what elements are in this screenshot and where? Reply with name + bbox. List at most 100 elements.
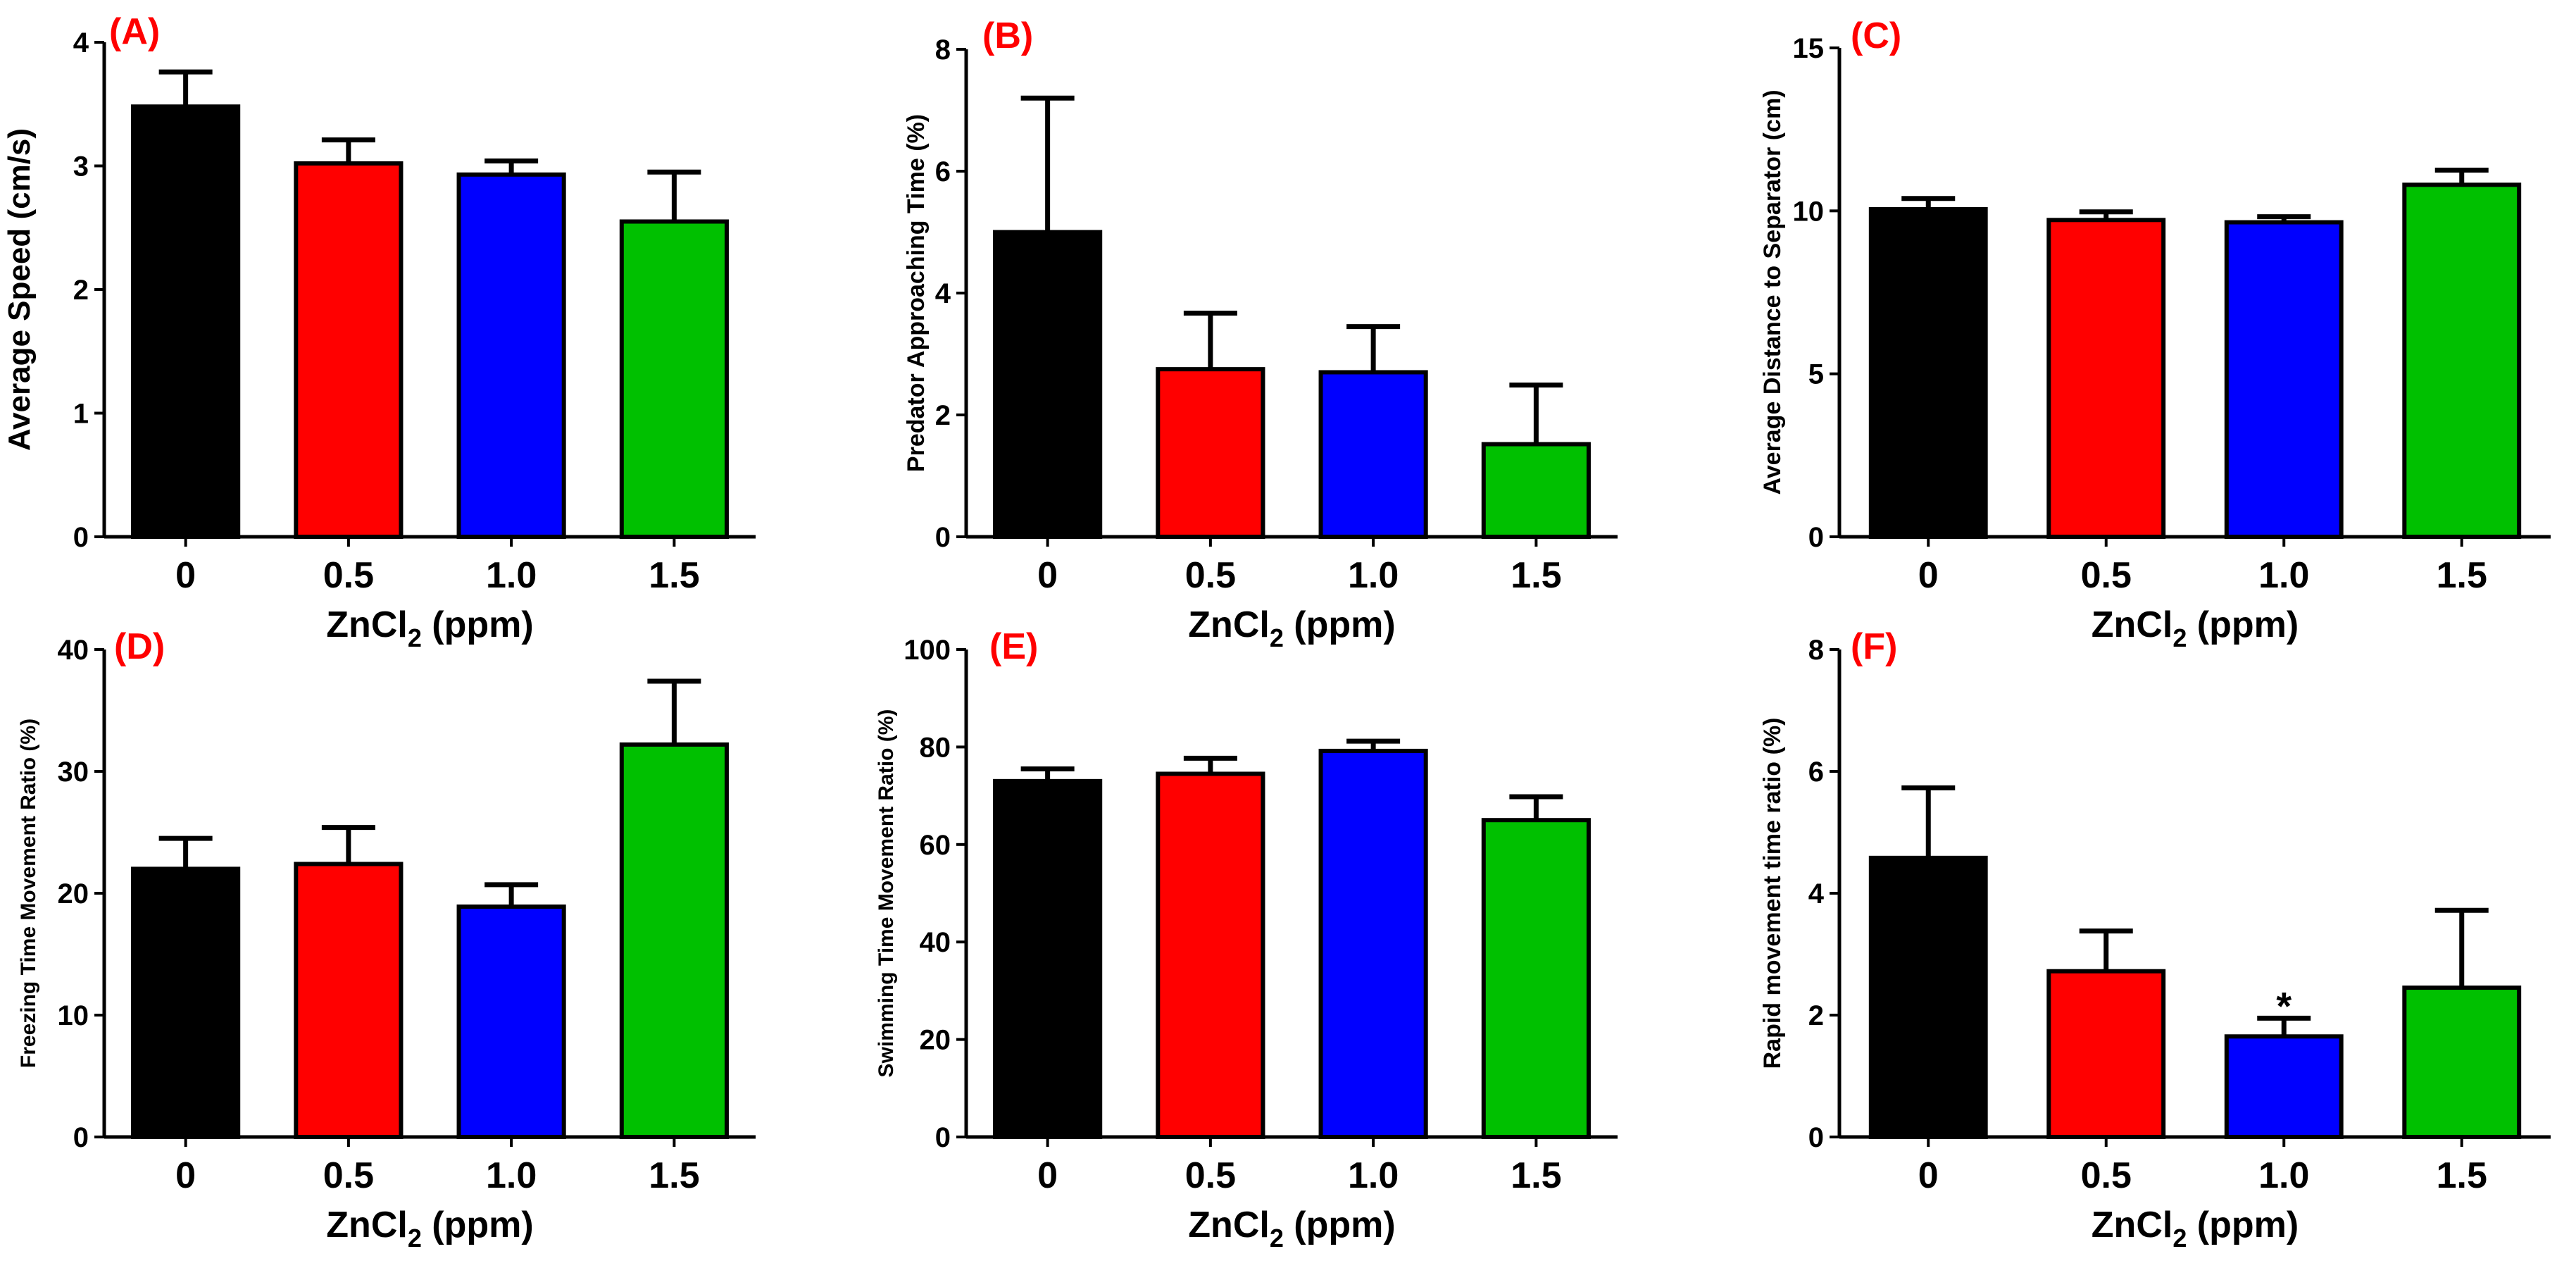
y-axis-title: Average Speed (cm/s) [2,128,37,451]
figure: (A)012340 0.5 1.0 1.5ZnCl2 (ppm)Average Spe… [0,0,2576,1268]
y-tick-label: 10 [1793,196,1825,227]
y-tick-label: 60 [920,830,951,861]
panel-label: (B) [982,15,1033,56]
bar-1.5 [2404,185,2519,537]
category-label: 0.5 [1185,555,1236,596]
x-axis-title: ZnCl2 (ppm) [1188,1205,1395,1253]
y-tick-label: 2 [1808,1000,1824,1031]
panel-label: (A) [109,11,160,52]
bar-0 [133,106,238,537]
panel-label: (D) [114,626,165,667]
y-tick-label: 0 [73,1122,89,1153]
y-tick-label: 40 [58,635,89,666]
bar-0 [133,869,238,1137]
y-tick-label: 30 [58,757,89,788]
panel-5: (E) 0 20 40 60 80 100 0 0.5 1.0 1.5 ZnCl2 (ppm) Swim… [875,626,1618,1253]
category-label: 0.5 [1185,1155,1236,1196]
bar-0.5 [1158,773,1263,1137]
y-tick-label: 8 [1808,635,1824,666]
y-tick-label: 20 [58,878,89,909]
category-label: 0 [1037,1155,1058,1196]
y-tick-label: 4 [73,27,89,58]
bar-1.0 [2227,1036,2341,1137]
bar-1.0 [459,175,564,537]
category-label: 1.0 [1348,1155,1399,1196]
category-label: 1.5 [2437,555,2487,596]
panel-1: (A) 0 1 2 3 4 0 0.5 1.0 1.5 ZnCl2 (ppm) Average Spe… [2,11,756,652]
bar-0 [1871,209,1986,537]
category-label: 1.0 [486,1155,537,1196]
bar-1.0 [1321,372,1426,537]
bar-1.0 [2227,223,2341,537]
panel-4: (D) 0 10 20 30 40 0 0.5 1.0 1.5 ZnCl2 (ppm) Freezin… [17,626,756,1253]
y-tick-label: 2 [73,275,89,306]
y-tick-label: 6 [935,156,951,187]
bar-1.5 [1484,445,1589,537]
x-axis-title: ZnCl2 (ppm) [326,604,533,652]
y-tick-label: 5 [1808,359,1824,390]
y-tick-label: 0 [935,1122,951,1153]
y-tick-label: 15 [1793,33,1825,64]
bar-0.5 [2049,220,2163,537]
y-tick-label: 4 [1808,878,1825,909]
bar-1.0 [459,907,564,1137]
y-tick-label: 1 [73,399,89,430]
bar-1.5 [1484,820,1589,1137]
y-axis-title: Average Distance to Separator (cm) [1759,89,1786,495]
panel-label: (E) [989,626,1038,667]
bar-0 [995,781,1100,1137]
y-tick-label: 0 [1808,522,1824,553]
y-tick-label: 20 [920,1025,951,1056]
x-axis-title: ZnCl2 (ppm) [326,1205,533,1253]
bar-0.5 [2049,971,2163,1137]
y-tick-label: 0 [73,522,89,553]
y-axis-title: Freezing Time Movement Ratio (%) [17,719,40,1068]
category-label: 1.0 [1348,555,1399,596]
category-label: 0.5 [323,1155,374,1196]
category-label: 0 [1918,555,1939,596]
y-axis-title: Predator Approaching Time (%) [903,114,930,472]
significance-star: * [2276,983,2291,1028]
category-label: 0 [175,555,196,596]
y-axis-title: Swimming Time Movement Ratio (%) [875,709,898,1078]
panel-3: (C) 0 5 10 15 0 0.5 1.0 1.5 ZnCl2 (ppm) Average Di… [1759,15,2551,652]
bar-0 [995,232,1100,537]
category-label: 0.5 [2081,1155,2132,1196]
category-label: 0.5 [2081,555,2132,596]
y-tick-label: 80 [920,732,951,763]
y-tick-label: 0 [935,522,951,553]
panel-label: (F) [1851,626,1897,667]
bar-1.5 [622,221,727,537]
y-tick-label: 6 [1808,757,1824,788]
x-axis-title: ZnCl2 (ppm) [2092,1205,2299,1253]
y-tick-label: 40 [920,927,951,958]
panel-6: (F) 0 2 4 6 8 0 0.5 1.0 1.5 ZnCl2 (ppm) Rapid movem… [1759,626,2551,1253]
y-tick-label: 10 [58,1000,89,1031]
category-label: 1.0 [486,555,537,596]
y-tick-label: 100 [904,635,951,666]
category-label: 1.5 [649,1155,699,1196]
y-tick-label: 3 [73,151,89,182]
category-label: 1.5 [1511,555,1561,596]
x-axis-title: ZnCl2 (ppm) [1188,604,1395,652]
x-axis-title: ZnCl2 (ppm) [2092,604,2299,652]
category-label: 0 [1918,1155,1939,1196]
bar-1.5 [2404,988,2519,1137]
category-label: 1.0 [2258,555,2309,596]
y-tick-label: 8 [935,35,951,66]
category-label: 0.5 [323,555,374,596]
y-tick-label: 2 [935,400,951,431]
y-tick-label: 0 [1808,1122,1824,1153]
bar-1.5 [622,745,727,1137]
panel-label: (C) [1851,15,1901,56]
y-axis-title: Rapid movement time ratio (%) [1759,718,1786,1069]
category-label: 1.5 [1511,1155,1561,1196]
panel-2: (B) 0 2 4 6 8 0 0.5 1.0 1.5 ZnCl2 (ppm) Predator Ap… [903,15,1618,652]
category-label: 0 [175,1155,196,1196]
bar-1.0 [1321,751,1426,1137]
bar-0 [1871,858,1986,1137]
bar-0.5 [1158,369,1263,537]
category-label: 1.5 [2437,1155,2487,1196]
y-tick-label: 4 [935,278,951,309]
category-label: 1.5 [649,555,699,596]
